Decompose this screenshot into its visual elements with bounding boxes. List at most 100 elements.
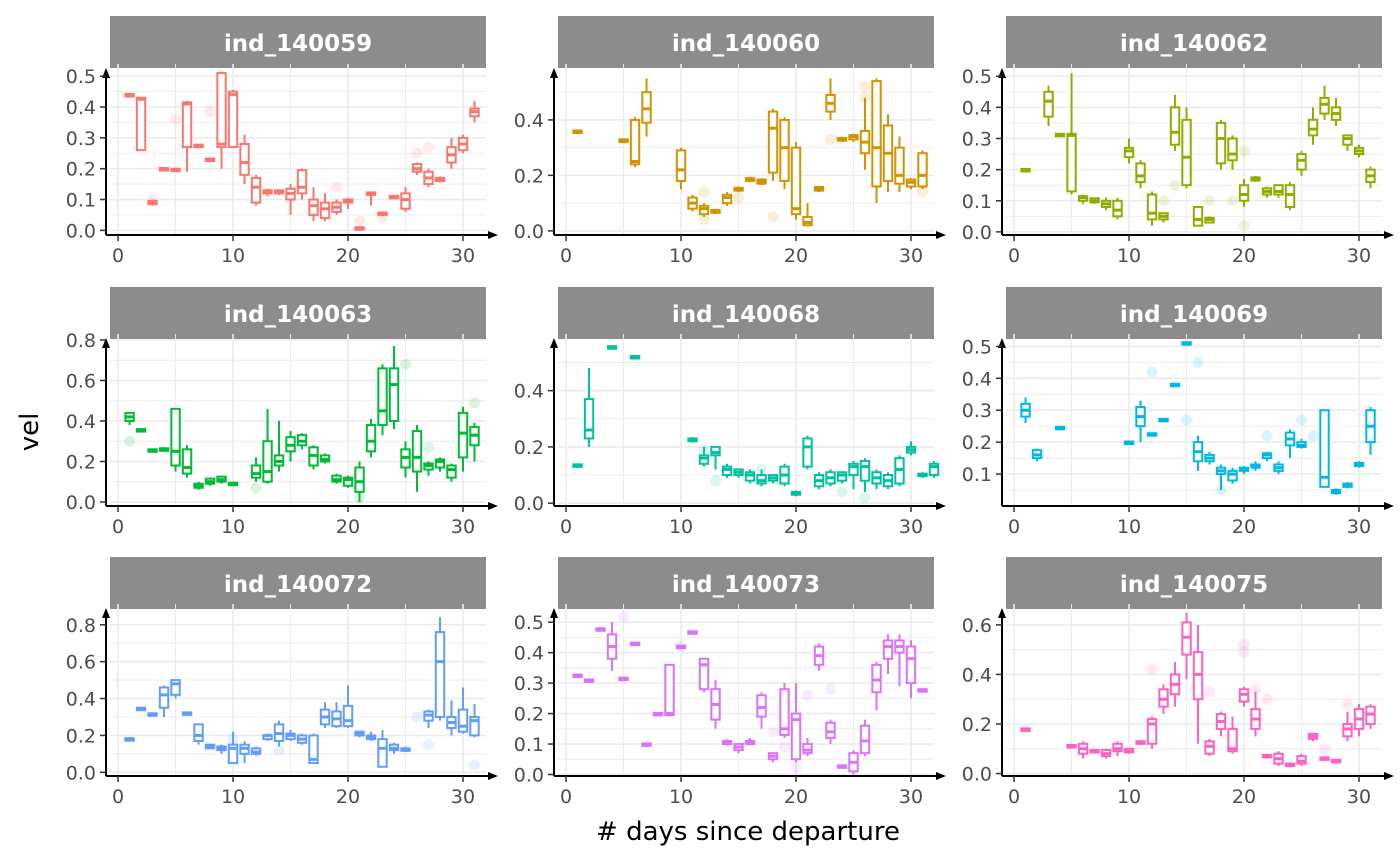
outlier-point [273,744,285,756]
outlier-point [1296,414,1308,426]
box-day-5 [1066,743,1077,749]
y-tick-label: 0.2 [66,725,96,747]
box-iqr [1273,184,1284,196]
box-day-31 [917,150,928,190]
box-day-24 [388,742,400,754]
box-day-20 [790,490,802,497]
box-day-18 [767,108,779,181]
box-iqr [802,437,813,468]
x-tick-label: 10 [1117,786,1141,808]
box-day-13 [1158,212,1169,223]
outlier-point [1181,414,1193,426]
box-day-11 [239,134,250,185]
box-day-10 [675,147,687,190]
outlier-point [733,192,745,204]
y-tick-label: 0.0 [514,221,544,243]
box-iqr [1227,727,1238,753]
box-day-15 [285,729,296,741]
box-day-24 [836,471,848,484]
box-iqr [1307,118,1319,137]
box-day-17 [308,733,319,765]
box-iqr [1066,132,1077,193]
box-day-14 [721,463,733,478]
box-iqr [894,146,905,185]
box-day-5 [1066,73,1077,195]
box-day-14 [273,720,285,747]
box-day-6 [629,355,641,360]
box-day-30 [1353,144,1365,158]
outlier-point [698,186,710,198]
axes: 0.0 0.1 0.2 0.3 0.4 0.5 0 10 20 30 [66,66,498,267]
x-tick-label: 10 [221,516,245,538]
outlier-point [618,610,630,622]
outlier-point [411,711,423,723]
box-day-1 [1020,727,1031,732]
box-day-20 [342,475,354,488]
box-day-18 [1215,119,1227,170]
box-day-2 [135,428,147,433]
outlier-point [917,186,929,198]
box-iqr [135,96,147,152]
box-day-26 [411,162,423,175]
y-tick-label: 0.1 [66,190,96,212]
box-day-5 [170,407,181,472]
y-tick-label: 0.6 [66,652,96,674]
x-tick-label: 30 [899,245,923,267]
box-day-11 [1135,740,1146,746]
box-day-25 [848,750,859,775]
box-day-4 [158,685,170,717]
y-tick-label: 0.3 [66,128,96,150]
box-day-21 [1250,691,1261,737]
box-iqr [308,734,319,765]
box-day-25 [400,746,411,753]
box-day-28 [882,634,894,674]
box-iqr [802,743,813,755]
y-tick-label: 0.4 [66,689,96,711]
box-day-14 [721,192,733,206]
outlier-point [859,492,871,504]
box-day-29 [446,137,457,169]
box-day-25 [848,133,859,143]
strip-background [1006,16,1382,68]
box-day-17 [308,445,319,470]
box-iqr [1123,146,1135,159]
axes: 0.0 0.2 0.4 0.6 0.8 0 10 20 30 [66,608,498,808]
y-axis-title: vel [15,413,45,452]
box-day-3 [147,448,158,453]
y-tick-label: 0.3 [514,673,544,695]
strip-background [110,16,486,68]
box-day-29 [1342,482,1353,489]
x-tick-label: 0 [560,516,572,538]
box-day-22 [365,418,377,458]
box-day-29 [1342,711,1353,742]
outlier-point [1238,145,1250,157]
box-iqr [411,430,423,473]
box-day-19 [331,473,342,484]
box-day-23 [825,469,836,487]
axes: 0.0 0.2 0.4 0.6 0.8 0 10 20 30 [66,330,498,538]
x-tick-label: 30 [1347,516,1371,538]
outlier-point [836,486,848,498]
outlier-point [1146,663,1158,675]
box-day-28 [1330,758,1342,764]
box-day-18 [319,702,331,729]
box-day-23 [825,78,836,120]
box-day-14 [273,189,285,195]
box-day-3 [595,627,606,632]
x-tick-label: 20 [336,245,360,267]
box-day-6 [1077,194,1089,204]
outlier-point [469,759,481,771]
box-day-7 [641,78,652,137]
box-day-19 [331,199,342,215]
box-day-12 [1146,716,1158,749]
box-day-18 [1215,711,1227,737]
box-day-8 [1100,197,1112,211]
y-tick-label: 0.1 [962,464,992,486]
box-day-7 [1089,197,1100,204]
box-day-11 [687,194,698,212]
box-day-17 [308,187,319,222]
box-day-9 [216,71,227,169]
strip-background [558,287,934,339]
box-iqr [1043,90,1054,118]
